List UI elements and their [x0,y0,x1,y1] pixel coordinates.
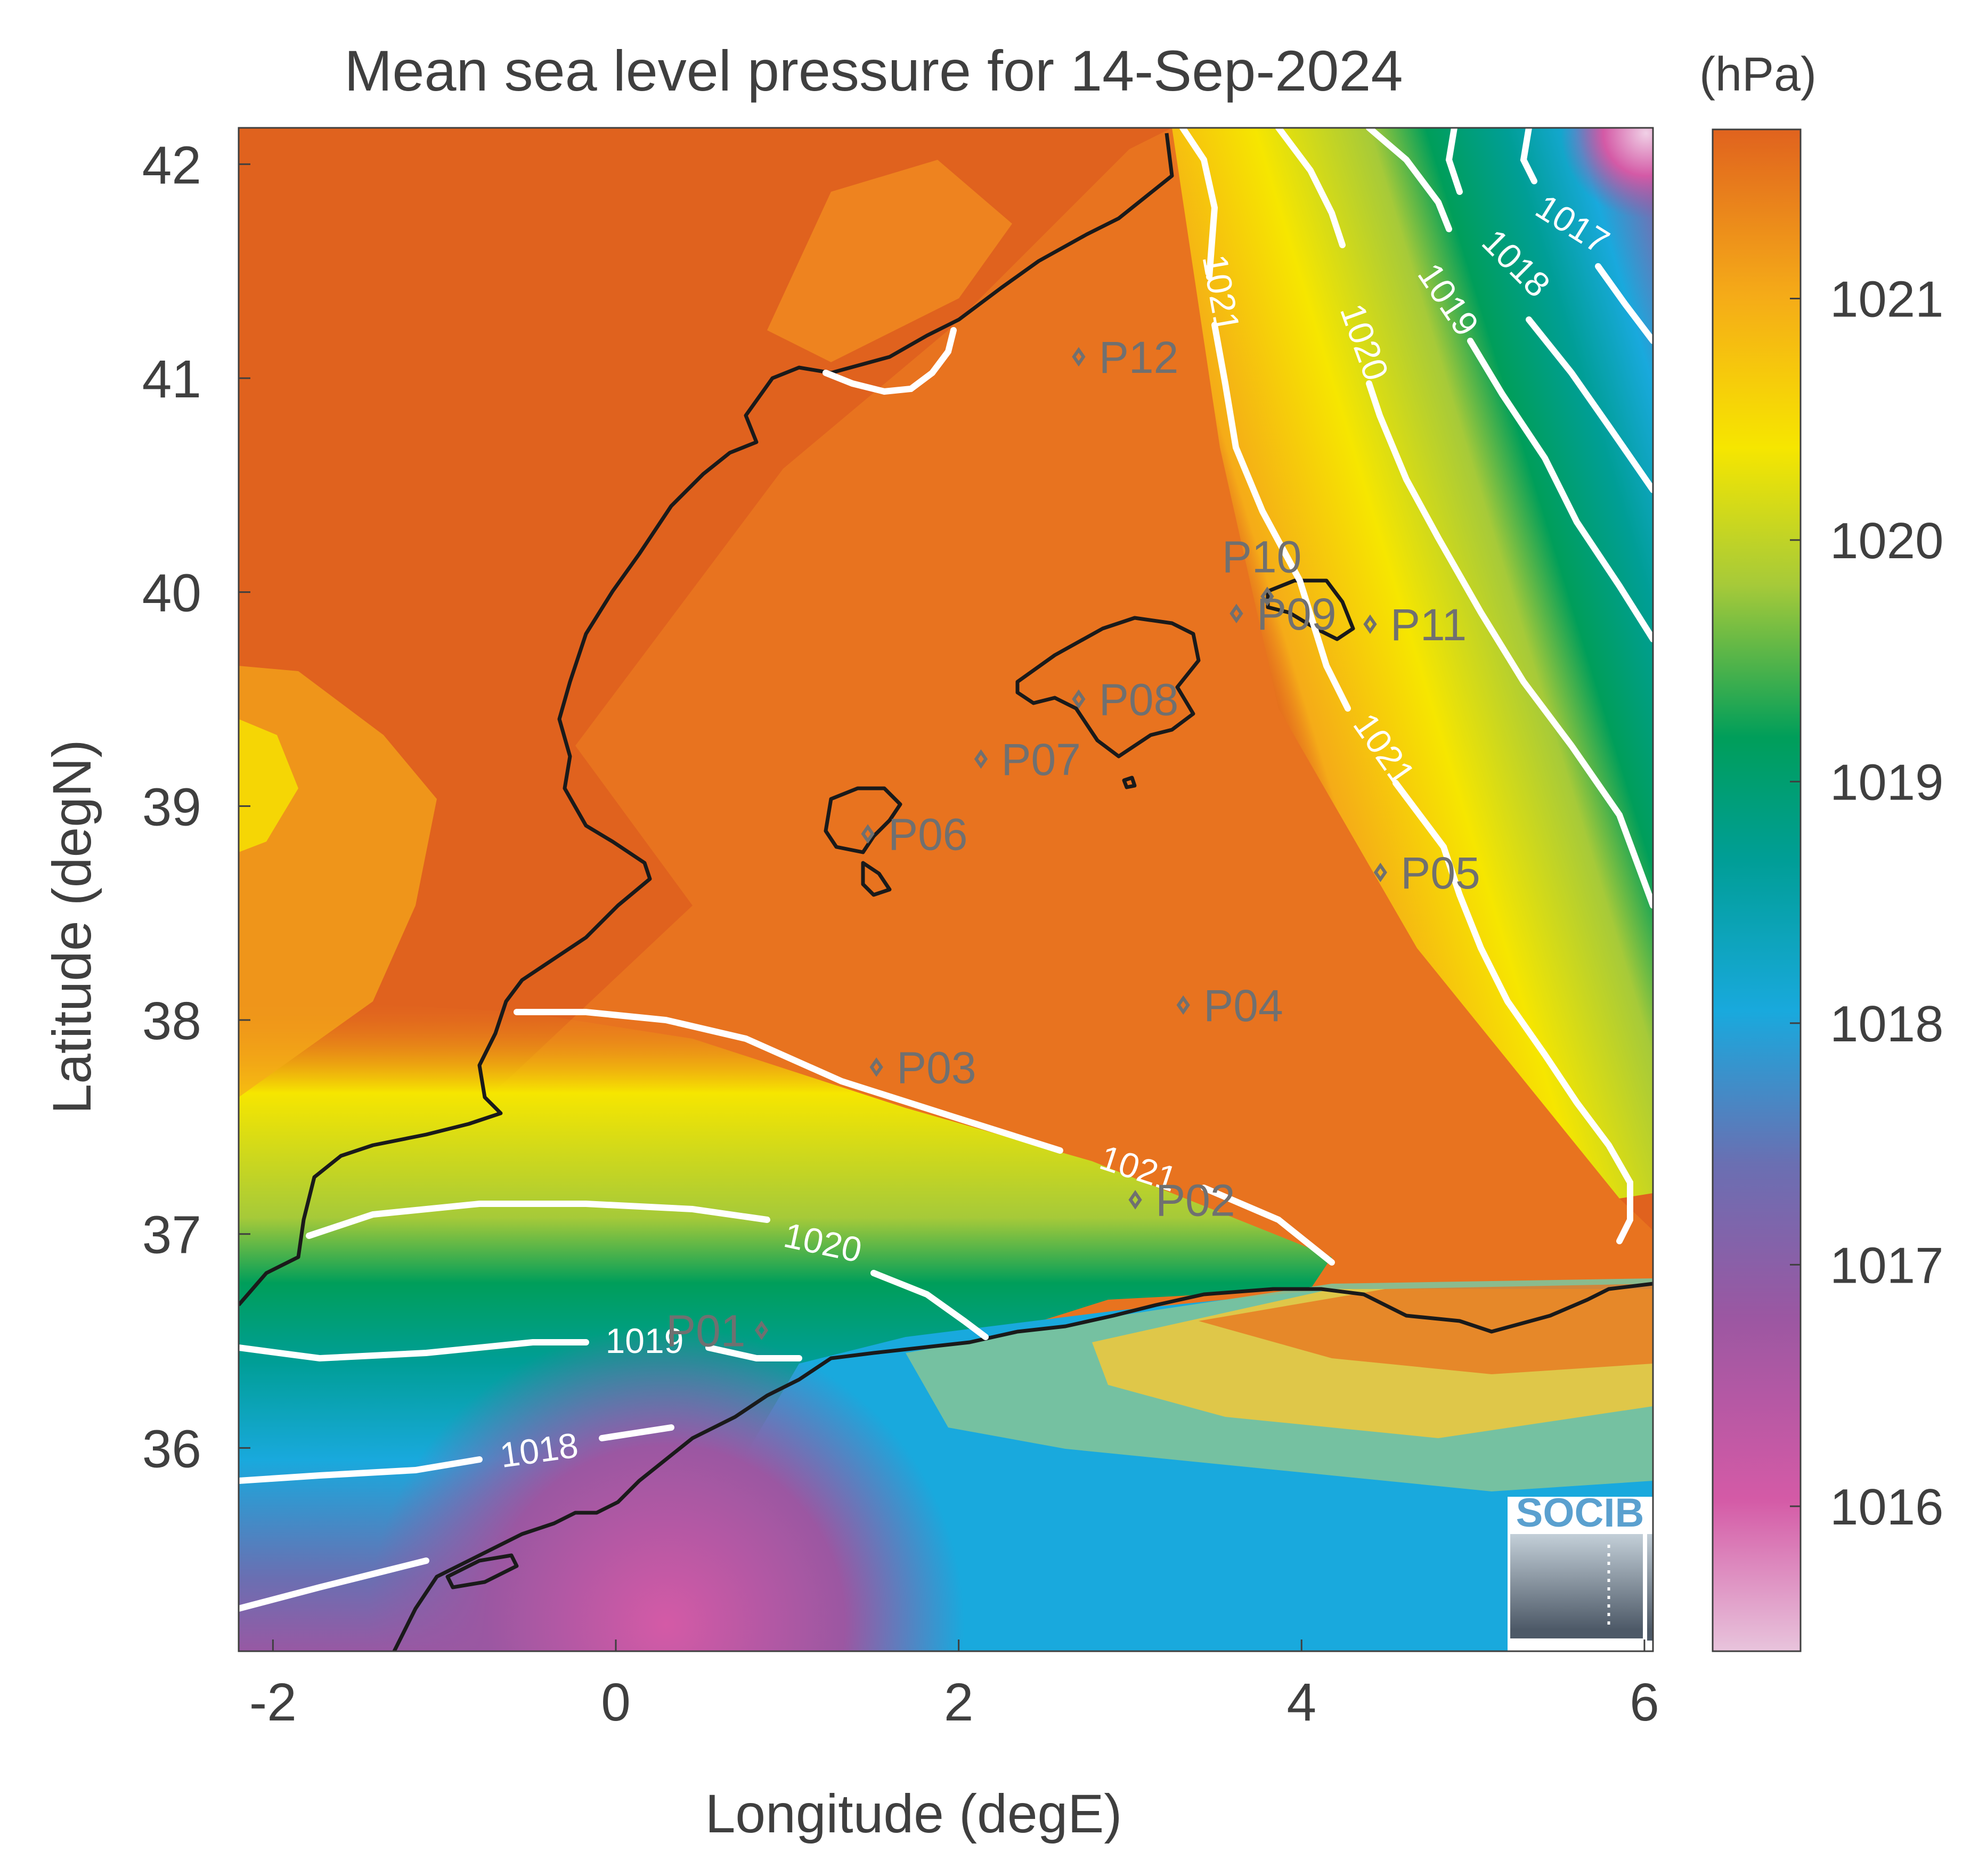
x-tick-label: 0 [601,1673,631,1732]
station-label: P09 [1257,589,1336,639]
contour-label-1019-b: 1019 [606,1321,684,1360]
colorbar-ramp [1712,128,1802,1652]
station-marker [869,1057,883,1077]
contour-1019-south-a [239,1339,589,1362]
iberia-high-plateau [239,719,298,852]
contour-1021-ne-a [1179,128,1218,280]
ne-low-core [1561,128,1653,218]
logo-text: SOCIB [1516,1490,1644,1536]
colorbar-unit: (hPa) [1699,48,1817,101]
south-low-area [368,1326,964,1651]
station-label: P01 [666,1306,745,1356]
colorbar-tick-label: 1016 [1830,1479,1944,1536]
station-label: P11 [1390,600,1467,650]
station-label: P04 [1203,981,1283,1031]
station-marker [1128,1190,1142,1210]
x-tick-label: 4 [1286,1673,1316,1732]
station-label: P05 [1400,848,1480,898]
station-marker [754,1320,769,1340]
x-tick-label: 2 [944,1673,974,1732]
formentera-coast [861,861,892,897]
x-tick-label: 6 [1630,1673,1659,1732]
pressure-field: 1021 1020 1019 1018 1017 1021 1021 1020 … [239,128,1653,1651]
contour-1017-ne-b [1595,263,1653,344]
mallorca-coast [1015,616,1201,758]
contour-lines [239,128,1653,1612]
station-label: P08 [1099,675,1178,725]
menorca-coast [1266,578,1355,641]
station-marker [1373,862,1387,883]
station-marker [1229,603,1243,624]
logo-graphic [1510,1534,1653,1641]
alboran-island-coast [445,1553,519,1589]
y-tick-label: 38 [142,991,201,1051]
station-label: P06 [888,810,967,860]
station-label: P07 [1001,735,1080,785]
contour-1021-ne-b [1211,322,1351,712]
y-tick-label: 39 [142,777,201,837]
y-tick-label: 42 [142,135,201,195]
contour-1019-ne-b [1467,338,1653,642]
x-tick-label: -2 [249,1673,297,1732]
contour-1018-ne-b [1526,316,1653,493]
station-label: P10 [1222,532,1301,582]
colorbar-tick-label: 1020 [1830,512,1944,569]
y-axis-label: Latitude (degN) [42,739,102,1114]
contour-1020-south-b [870,1270,989,1340]
y-tick-label: 37 [142,1205,201,1265]
map-frame [238,127,1654,1652]
contour-1019-south-b [705,1344,802,1361]
station-label: P12 [1099,332,1178,382]
contour-1020-south-a [306,1201,770,1239]
contour-ebro-loop [823,327,957,395]
north-african-coast [392,1282,1653,1651]
station-marker [1072,347,1086,367]
chart-title: Mean sea level pressure for 14-Sep-2024 [344,38,1403,103]
colorbar-ticks: 1016 1017 1018 1019 1020 1021 [1790,271,1944,1536]
ibiza-coast [824,786,902,854]
contour-1021-south-b [1201,1185,1335,1266]
contour-1021-south-a [514,1009,1063,1154]
station-marker [1260,586,1274,606]
x-axis-label: Longitude (degE) [705,1783,1122,1844]
contour-1019-ne-a [1366,128,1452,232]
station-marker [1072,689,1086,709]
map-axes: -2 0 2 4 6 36 37 38 39 40 41 42 [142,135,1659,1732]
colorbar-tick-label: 1021 [1830,271,1944,328]
contour-1020-ne-b [1366,380,1653,909]
station-marker [1176,995,1190,1015]
colorbar: (hPa) 1016 1017 1018 1019 1020 1021 [1699,48,1944,1652]
contour-1021-ne-c [1392,780,1633,1244]
africa-land-orange [1199,1284,1653,1374]
y-tick-label: 36 [142,1419,201,1479]
coastlines [239,133,1653,1651]
contour-1018-ne-a [1445,128,1463,195]
contour-1017-ne-a [1520,128,1537,184]
ne-gradient-band [1172,128,1653,1198]
contour-1018-south-a [239,1456,483,1484]
colorbar-tick-label: 1019 [1830,754,1944,811]
station-marker [861,824,875,844]
iberian-coast [239,133,1174,1307]
station-marker [1363,614,1377,634]
contour-1017-south [239,1557,429,1612]
station-label: P03 [897,1042,976,1092]
colorbar-tick-label: 1017 [1830,1237,1944,1294]
cabrera-coast [1122,776,1137,789]
ebro-land-patch [767,160,1012,362]
station-label: P02 [1155,1175,1235,1225]
station-markers: P01 P02 P03 P04 P05 P06 P07 P08 P09 P10 P11 P12 [666,332,1480,1356]
contour-1018-south-b [599,1424,674,1441]
y-tick-label: 41 [142,349,201,409]
colorbar-tick-label: 1018 [1830,996,1944,1053]
contour-1020-ne-a [1275,128,1346,248]
y-tick-label: 40 [142,564,201,623]
station-marker [974,749,988,769]
socib-logo: SOCIB [1508,1490,1653,1651]
